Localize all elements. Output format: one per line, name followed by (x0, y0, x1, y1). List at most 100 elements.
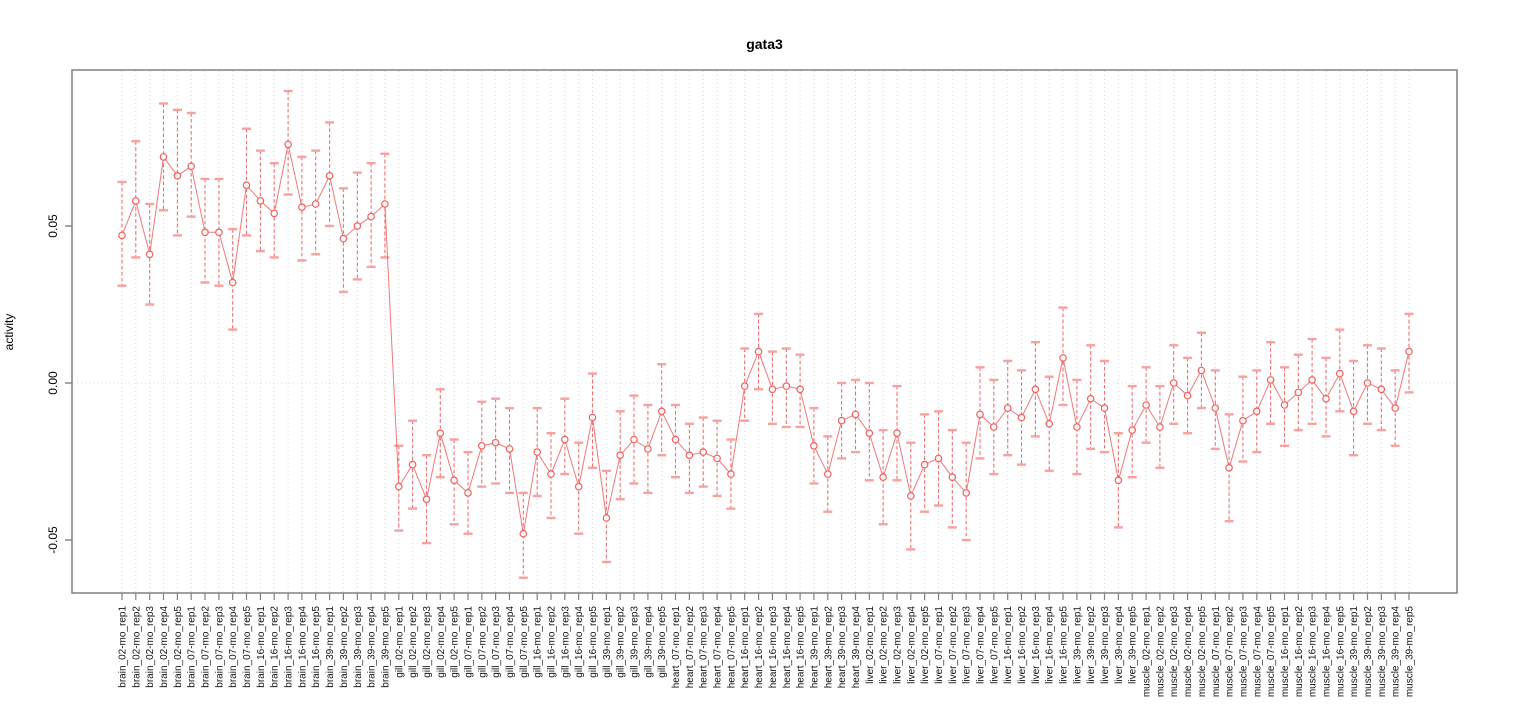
x-tick-label: heart_39-mo_rep3 (837, 606, 848, 689)
data-point (823, 470, 832, 478)
data-point (1349, 407, 1358, 416)
data-point (1128, 426, 1137, 434)
x-tick-label: muscle_07-mo_rep2 (1225, 606, 1236, 698)
x-tick-label: gill_39-mo_rep1 (602, 606, 613, 678)
x-tick-label: heart_16-mo_rep4 (782, 606, 793, 689)
x-tick-label: muscle_02-mo_rep3 (1169, 606, 1180, 698)
data-point (934, 454, 943, 463)
x-tick-label: muscle_07-mo_rep3 (1238, 606, 1249, 698)
data-point (1059, 354, 1067, 362)
data-point (879, 473, 887, 482)
x-tick-label: brain_16-mo_rep5 (311, 606, 322, 688)
x-tick-label: gill_07-mo_rep3 (491, 606, 502, 678)
x-tick-label: heart_07-mo_rep4 (713, 606, 724, 689)
data-point (644, 445, 652, 453)
data-point (1003, 404, 1012, 412)
y-tick-label: 0.05 (46, 214, 60, 238)
x-tick-label: brain_02-mo_rep2 (131, 606, 142, 688)
data-point (1225, 463, 1233, 472)
data-point (893, 429, 901, 438)
data-point (215, 228, 223, 237)
data-point (588, 413, 597, 422)
x-tick-label: liver_39-mo_rep3 (1100, 606, 1111, 684)
x-tick-label: heart_16-mo_rep3 (768, 606, 779, 689)
x-tick-label: muscle_16-mo_rep5 (1335, 606, 1346, 698)
data-point (1045, 419, 1054, 428)
data-point (159, 153, 168, 161)
x-tick-label: liver_39-mo_rep2 (1086, 606, 1097, 684)
x-tick-label: liver_02-mo_rep2 (879, 606, 890, 684)
data-point (381, 200, 389, 208)
data-point (768, 385, 777, 394)
x-tick-label: gill_02-mo_rep4 (436, 606, 447, 678)
data-point (394, 482, 403, 491)
x-tick-label: muscle_39-mo_rep5 (1405, 606, 1416, 698)
x-tick-label: brain_39-mo_rep4 (367, 606, 378, 688)
x-tick-label: gill_02-mo_rep2 (408, 606, 419, 678)
x-tick-label: gill_07-mo_rep1 (464, 606, 475, 678)
y-tick-label: -0.05 (46, 526, 60, 554)
data-point (740, 382, 749, 390)
data-point (422, 495, 431, 504)
data-point (242, 181, 251, 190)
data-point (1363, 379, 1372, 387)
x-tick-label: gill_07-mo_rep4 (505, 606, 516, 678)
data-point (1142, 401, 1150, 409)
plot-frame (71, 69, 1458, 594)
data-point (132, 197, 140, 205)
x-tick-label: muscle_07-mo_rep5 (1266, 606, 1277, 698)
data-point (657, 407, 666, 416)
data-point (560, 435, 569, 444)
data-point (920, 460, 929, 469)
x-tick-label: brain_02-mo_rep3 (145, 606, 156, 688)
data-point (574, 482, 583, 491)
data-point (339, 234, 348, 243)
data-point (118, 231, 126, 240)
x-tick-label: heart_16-mo_rep1 (740, 606, 751, 689)
x-tick-label: gill_02-mo_rep1 (394, 606, 405, 678)
x-tick-label: brain_39-mo_rep3 (353, 606, 364, 688)
data-point (270, 209, 279, 218)
data-point (948, 473, 957, 482)
data-point (1308, 376, 1316, 384)
x-tick-label: gill_16-mo_rep4 (574, 606, 585, 678)
data-point (1280, 401, 1289, 409)
data-point (1239, 416, 1247, 425)
data-point (491, 438, 500, 447)
data-point (602, 514, 611, 522)
data-point (311, 200, 320, 208)
data-point (298, 203, 306, 212)
x-tick-label: brain_02-mo_rep4 (159, 606, 170, 688)
x-tick-label: brain_07-mo_rep1 (187, 606, 198, 688)
x-tick-label: liver_07-mo_rep1 (934, 606, 945, 684)
data-point (1266, 376, 1275, 384)
data-point (976, 410, 984, 419)
data-point (547, 470, 555, 478)
data-point (1031, 385, 1040, 394)
data-point (989, 423, 998, 431)
data-point (173, 172, 182, 180)
x-tick-label: liver_02-mo_rep1 (865, 606, 876, 684)
data-point (727, 470, 735, 478)
x-tick-label: liver_16-mo_rep3 (1031, 606, 1042, 684)
x-tick-label: brain_39-mo_rep2 (339, 606, 350, 688)
x-tick-label: muscle_16-mo_rep1 (1280, 606, 1291, 698)
x-tick-label: liver_07-mo_rep2 (948, 606, 959, 684)
data-point (533, 448, 542, 456)
data-point (1391, 404, 1400, 412)
x-tick-label: brain_16-mo_rep1 (256, 606, 267, 688)
series-line (121, 144, 1410, 534)
data-point (685, 451, 694, 460)
data-point (256, 197, 265, 205)
chart-title: gata3 (746, 36, 783, 52)
data-point (367, 212, 375, 221)
x-tick-label: muscle_02-mo_rep1 (1142, 606, 1153, 698)
x-tick-label: liver_02-mo_rep5 (920, 606, 931, 684)
x-tick-label: heart_07-mo_rep3 (699, 606, 710, 689)
x-tick-label: liver_39-mo_rep1 (1072, 606, 1083, 684)
data-point (782, 382, 791, 390)
x-tick-label: brain_02-mo_rep5 (173, 606, 184, 688)
data-point (145, 250, 154, 259)
x-tick-label: gill_39-mo_rep3 (630, 606, 641, 678)
x-tick-label: heart_39-mo_rep1 (809, 606, 820, 689)
